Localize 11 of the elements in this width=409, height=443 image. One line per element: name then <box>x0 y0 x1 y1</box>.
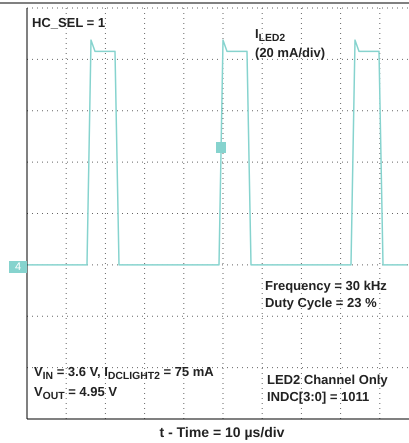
annotation: I$_{LED2}$ <box>255 26 286 44</box>
text: LED2 Channel Only <box>267 372 388 387</box>
text: 4 <box>15 261 22 273</box>
text: V$_{IN}$ = 3.6 V, I$_{DCLIGHT2}$ = 75 mA <box>34 364 214 382</box>
text: t - Time = 10 µs/div <box>160 424 285 440</box>
text: Frequency = 30 kHz <box>265 278 388 293</box>
text: INDC[3:0] = 1011 <box>267 389 370 404</box>
text: V$_{OUT}$ = 4.95 V <box>34 384 118 402</box>
text: Duty Cycle = 23 % <box>265 295 378 310</box>
text: HC_SEL = 1 <box>32 15 106 30</box>
annotation: (20 mA/div) <box>255 45 326 60</box>
